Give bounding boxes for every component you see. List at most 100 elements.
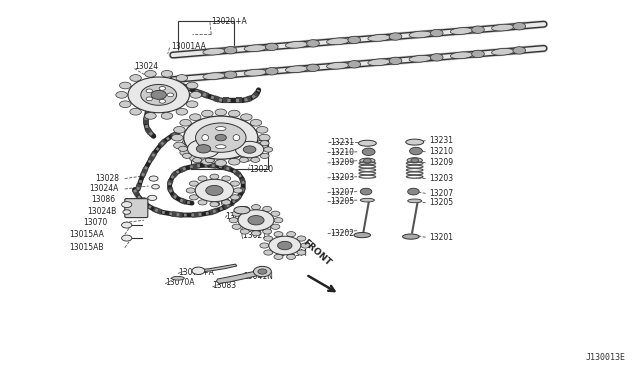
Ellipse shape xyxy=(389,57,402,65)
Text: 13205: 13205 xyxy=(330,197,355,206)
Ellipse shape xyxy=(216,126,226,131)
Text: 13086: 13086 xyxy=(91,195,115,203)
Circle shape xyxy=(250,119,262,126)
Circle shape xyxy=(128,77,189,113)
Text: 13070+A: 13070+A xyxy=(178,268,214,277)
Circle shape xyxy=(215,109,227,116)
Text: 13015AA: 13015AA xyxy=(69,230,104,239)
Circle shape xyxy=(189,195,198,200)
Text: 13024B: 13024B xyxy=(87,207,116,216)
Circle shape xyxy=(205,157,214,163)
Ellipse shape xyxy=(244,45,266,52)
Text: FRONT: FRONT xyxy=(301,238,333,268)
Text: 13015AB: 13015AB xyxy=(69,243,104,252)
Circle shape xyxy=(230,195,239,200)
Circle shape xyxy=(145,113,156,119)
Circle shape xyxy=(120,82,131,89)
Circle shape xyxy=(180,149,191,156)
Ellipse shape xyxy=(472,26,484,33)
Circle shape xyxy=(176,108,188,115)
Circle shape xyxy=(205,135,214,140)
Text: 13210: 13210 xyxy=(330,148,355,157)
Circle shape xyxy=(161,113,173,119)
Ellipse shape xyxy=(358,140,376,146)
Ellipse shape xyxy=(389,33,402,40)
Ellipse shape xyxy=(203,73,225,80)
Circle shape xyxy=(232,224,241,229)
Circle shape xyxy=(257,142,268,149)
Circle shape xyxy=(230,153,239,158)
Circle shape xyxy=(264,250,273,255)
Polygon shape xyxy=(216,269,269,283)
Text: J130013E: J130013E xyxy=(586,353,626,362)
Circle shape xyxy=(260,243,269,248)
Circle shape xyxy=(220,146,228,151)
Circle shape xyxy=(287,254,296,259)
Text: 13210: 13210 xyxy=(429,147,453,156)
Ellipse shape xyxy=(360,158,375,163)
Circle shape xyxy=(141,84,177,105)
Circle shape xyxy=(230,141,239,146)
Circle shape xyxy=(241,114,252,121)
Ellipse shape xyxy=(513,47,525,54)
Bar xyxy=(191,140,268,169)
Circle shape xyxy=(259,134,270,141)
Circle shape xyxy=(189,181,198,186)
Circle shape xyxy=(229,218,238,223)
Text: 13209: 13209 xyxy=(330,158,355,167)
Text: 13020: 13020 xyxy=(250,165,274,174)
Circle shape xyxy=(173,142,185,149)
Circle shape xyxy=(196,123,246,152)
Circle shape xyxy=(243,146,256,153)
Ellipse shape xyxy=(403,234,419,239)
Circle shape xyxy=(196,145,211,153)
Text: 13024A: 13024A xyxy=(90,185,119,193)
Ellipse shape xyxy=(348,36,360,44)
Text: 13070: 13070 xyxy=(83,218,108,227)
Circle shape xyxy=(210,174,219,179)
Circle shape xyxy=(179,146,188,151)
Circle shape xyxy=(251,137,260,142)
Circle shape xyxy=(188,140,220,158)
Text: 13231: 13231 xyxy=(429,136,453,145)
Circle shape xyxy=(274,254,283,259)
Circle shape xyxy=(193,135,202,140)
Circle shape xyxy=(260,141,269,146)
Circle shape xyxy=(152,185,159,189)
Polygon shape xyxy=(196,264,237,272)
Circle shape xyxy=(161,70,173,77)
Circle shape xyxy=(182,139,191,144)
Ellipse shape xyxy=(203,48,225,55)
Circle shape xyxy=(252,205,260,210)
Circle shape xyxy=(172,134,183,141)
Text: 13020+A: 13020+A xyxy=(211,17,247,26)
Circle shape xyxy=(264,147,273,152)
Circle shape xyxy=(271,211,280,217)
Circle shape xyxy=(182,153,191,158)
Ellipse shape xyxy=(408,199,422,203)
Text: 15043M: 15043M xyxy=(276,249,307,258)
Circle shape xyxy=(193,157,202,163)
Circle shape xyxy=(176,75,188,81)
Circle shape xyxy=(186,82,198,89)
Circle shape xyxy=(227,147,236,152)
Circle shape xyxy=(122,222,132,228)
Circle shape xyxy=(264,236,273,241)
Circle shape xyxy=(189,155,201,161)
Ellipse shape xyxy=(492,48,514,55)
Ellipse shape xyxy=(472,50,484,58)
Circle shape xyxy=(301,243,310,248)
Circle shape xyxy=(198,176,207,181)
Circle shape xyxy=(222,200,230,205)
Circle shape xyxy=(122,202,132,208)
Ellipse shape xyxy=(285,66,308,73)
Ellipse shape xyxy=(409,55,431,62)
Circle shape xyxy=(151,90,166,99)
Bar xyxy=(178,21,234,51)
Ellipse shape xyxy=(244,69,266,76)
Circle shape xyxy=(241,155,252,161)
Ellipse shape xyxy=(492,24,514,31)
Ellipse shape xyxy=(406,139,424,145)
Text: 13083: 13083 xyxy=(212,281,237,290)
Circle shape xyxy=(215,134,227,141)
